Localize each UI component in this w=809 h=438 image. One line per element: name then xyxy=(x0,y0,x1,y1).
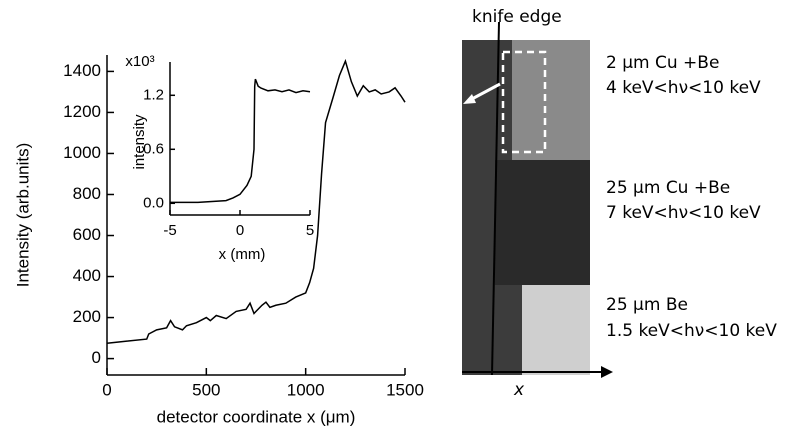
y-tick-label: 200 xyxy=(73,307,101,326)
roi-box xyxy=(501,50,547,154)
y-tick-label: 0.6 xyxy=(143,140,164,157)
y-tick-label: 0.0 xyxy=(143,194,164,211)
x-tick-label: 0 xyxy=(102,380,111,399)
image-axis-label: x xyxy=(513,380,525,400)
x-axis-label: detector coordinate x (μm) xyxy=(157,407,356,426)
x-axis-label: x (mm) xyxy=(219,246,266,263)
y-tick-label: 0 xyxy=(92,348,101,367)
y-tick-label: 400 xyxy=(73,266,101,285)
scale-label: x10³ xyxy=(125,53,154,70)
y-tick-label: 800 xyxy=(73,184,101,203)
filter-label: 25 μm Be xyxy=(606,295,688,315)
data-line xyxy=(170,78,311,204)
inset-background xyxy=(170,62,310,215)
x-tick-label: 5 xyxy=(306,222,314,239)
x-tick-label: 500 xyxy=(192,380,220,399)
filter-label: 2 μm Cu +Be xyxy=(606,53,719,73)
xray-image xyxy=(462,21,613,378)
pointer-arrowhead xyxy=(463,94,476,104)
y-axis-label: intensity xyxy=(131,114,148,170)
y-tick-label: 1400 xyxy=(63,61,101,80)
edge-label: knife edge xyxy=(472,7,562,27)
energy-label: 7 keV<hν<10 keV xyxy=(606,203,761,223)
y-tick-label: 600 xyxy=(73,225,101,244)
x-tick-label: 1500 xyxy=(386,380,424,399)
knife-edge-line xyxy=(491,21,500,376)
region-thick-cu xyxy=(495,160,590,285)
x-tick-label: -5 xyxy=(163,222,176,239)
x-tick-label: 1000 xyxy=(287,380,325,399)
pointer-arrow xyxy=(469,82,501,102)
y-tick-label: 1200 xyxy=(63,102,101,121)
filter-label: 25 μm Cu +Be xyxy=(606,178,730,198)
region-be xyxy=(522,285,590,375)
region-thin-cu xyxy=(512,40,590,160)
x-arrowhead xyxy=(601,366,613,378)
x-tick-label: 0 xyxy=(236,222,244,239)
y-tick-label: 1000 xyxy=(63,143,101,162)
y-tick-label: 1.2 xyxy=(143,86,164,103)
energy-label: 1.5 keV<hν<10 keV xyxy=(606,321,777,341)
data-line xyxy=(106,58,406,344)
y-axis-label: Intensity (arb.units) xyxy=(13,143,32,288)
energy-label: 4 keV<hν<10 keV xyxy=(606,78,761,98)
